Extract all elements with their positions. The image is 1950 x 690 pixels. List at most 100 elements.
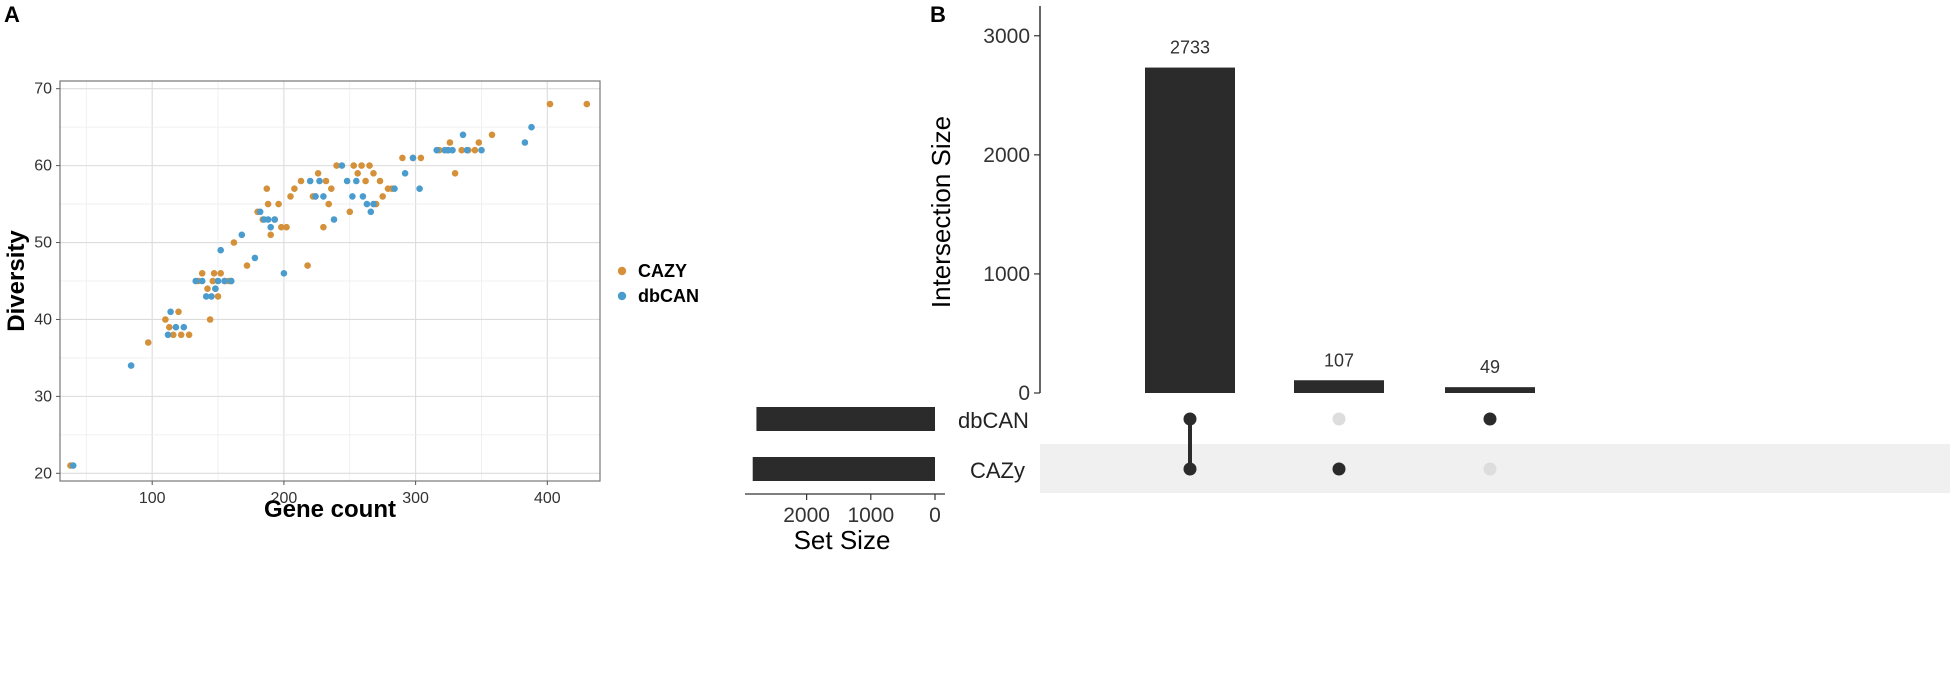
scatter-point-dbcan	[343, 177, 351, 185]
set-size-tick-label: 1000	[847, 504, 894, 527]
scatter-point-cazy	[333, 162, 340, 169]
scatter-point-cazy	[217, 270, 224, 277]
set-size-axis-title: Set Size	[794, 525, 891, 555]
x-tick-label: 400	[534, 490, 561, 507]
scatter-point-dbcan	[353, 177, 360, 185]
scatter-point-dbcan	[449, 146, 456, 154]
scatter-point-cazy	[322, 177, 330, 185]
scatter-point-dbcan	[359, 193, 367, 200]
scatter-point-cazy	[210, 270, 218, 277]
scatter-point-cazy	[209, 277, 217, 285]
scatter-point-cazy	[366, 162, 373, 169]
scatter-point-cazy	[287, 193, 294, 200]
scatter-point-cazy	[206, 316, 214, 323]
scatter-point-dbcan	[330, 216, 338, 223]
scatter-point-dbcan	[416, 185, 423, 192]
scatter-point-cazy	[325, 200, 333, 208]
y-tick-label: 60	[34, 158, 52, 175]
scatter-point-dbcan	[391, 185, 398, 192]
set-label-dbcan: dbCAN	[958, 408, 1029, 433]
scatter-points	[67, 100, 591, 469]
scatter-point-cazy	[230, 239, 238, 246]
scatter-point-cazy	[417, 154, 425, 162]
scatter-y-ticks: 20 30 40 50 60 70	[34, 81, 60, 482]
intersection-bar	[1294, 380, 1384, 393]
scatter-point-dbcan	[478, 146, 485, 154]
scatter-point-cazy	[144, 339, 152, 346]
legend-cazy-label: CAZY	[638, 261, 687, 281]
scatter-x-ticks: 100 200 300 400	[139, 481, 561, 507]
intersection-bar-value: 107	[1324, 350, 1354, 370]
scatter-point-cazy	[264, 200, 272, 208]
scatter-point-dbcan	[459, 131, 467, 139]
scatter-point-dbcan	[69, 462, 77, 469]
panel-a-label: A	[4, 2, 20, 27]
y-tick-label: 50	[34, 235, 52, 252]
scatter-point-dbcan	[208, 293, 215, 300]
scatter-point-cazy	[214, 293, 222, 300]
scatter-point-dbcan	[221, 277, 228, 285]
scatter-point-dbcan	[180, 323, 188, 331]
set-size-bar	[756, 407, 935, 431]
legend-dbcan-label: dbCAN	[638, 286, 699, 306]
y-tick-label: 20	[34, 465, 52, 482]
scatter-point-cazy	[177, 331, 185, 339]
panel-b-label: B	[930, 2, 946, 27]
scatter-point-cazy	[471, 146, 479, 154]
scatter-point-cazy	[198, 270, 206, 277]
scatter-point-cazy	[297, 177, 305, 185]
intersection-bar-value: 49	[1480, 357, 1500, 377]
scatter-point-cazy	[399, 154, 406, 162]
scatter-point-cazy	[488, 131, 496, 139]
scatter-point-dbcan	[198, 277, 206, 285]
scatter-point-dbcan	[363, 200, 371, 208]
scatter-point-dbcan	[367, 208, 375, 216]
scatter-point-dbcan	[167, 308, 174, 316]
scatter-point-dbcan	[409, 154, 417, 162]
scatter-point-dbcan	[521, 139, 529, 146]
membership-matrix	[1183, 412, 1497, 476]
intersection-y-axis-title: Intersection Size	[926, 116, 956, 308]
scatter-grid	[60, 81, 600, 481]
x-tick-label: 200	[271, 490, 298, 507]
legend-cazy-marker	[617, 266, 627, 276]
scatter-point-cazy	[370, 170, 377, 177]
set-size-ticks: 2000 1000 0	[783, 494, 941, 527]
scatter-point-dbcan	[370, 200, 377, 208]
scatter-point-cazy	[379, 193, 387, 200]
scatter-point-cazy	[275, 200, 282, 208]
intersection-y-tick-label: 0	[1018, 382, 1030, 405]
scatter-point-cazy	[328, 185, 335, 192]
set-size-bar	[752, 457, 935, 481]
scatter-point-cazy	[267, 231, 275, 239]
intersection-y-tick-label: 1000	[983, 263, 1030, 286]
scatter-point-dbcan	[267, 223, 275, 231]
y-tick-label: 40	[34, 311, 52, 328]
scatter-point-cazy	[166, 323, 173, 331]
x-tick-label: 300	[402, 490, 429, 507]
scatter-point-dbcan	[238, 231, 246, 239]
scatter-point-cazy	[278, 223, 285, 231]
scatter-point-dbcan	[217, 246, 224, 254]
set-size-tick-label: 0	[929, 504, 941, 527]
scatter-point-cazy	[376, 177, 384, 185]
scatter-point-dbcan	[316, 177, 323, 185]
scatter-x-axis-title: Gene count	[264, 496, 396, 523]
scatter-point-cazy	[583, 100, 591, 108]
scatter-point-cazy	[185, 331, 193, 339]
matrix-dot-filled	[1183, 412, 1197, 426]
scatter-plot-border	[59, 80, 601, 482]
scatter-point-dbcan	[271, 216, 279, 223]
scatter-point-cazy	[451, 170, 459, 177]
scatter-point-cazy	[346, 208, 354, 216]
scatter-point-dbcan	[264, 216, 272, 223]
scatter-point-dbcan	[251, 254, 259, 262]
scatter-legend: CAZY dbCAN	[617, 261, 699, 306]
x-tick-label: 100	[139, 490, 166, 507]
scatter-point-cazy	[243, 262, 251, 269]
intersection-bars	[1145, 67, 1535, 393]
y-tick-label: 70	[34, 81, 52, 98]
scatter-point-cazy	[350, 162, 358, 169]
scatter-point-cazy	[283, 223, 290, 231]
